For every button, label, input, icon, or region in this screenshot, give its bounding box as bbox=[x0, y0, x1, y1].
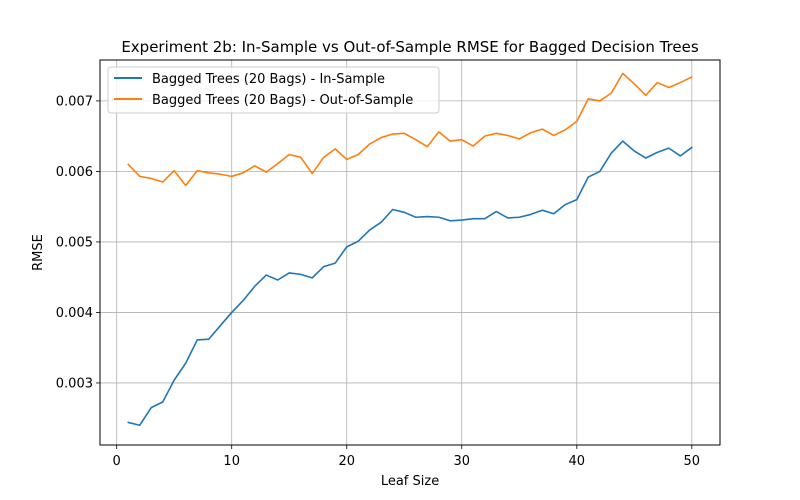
legend-label-in-sample: Bagged Trees (20 Bags) - In-Sample bbox=[152, 72, 385, 87]
y-tick-label: 0.004 bbox=[56, 306, 93, 321]
legend: Bagged Trees (20 Bags) - In-Sample Bagge… bbox=[107, 66, 440, 114]
y-tick-label: 0.005 bbox=[56, 235, 93, 250]
x-tick-label: 30 bbox=[453, 454, 470, 469]
legend-label-out-of-sample: Bagged Trees (20 Bags) - Out-of-Sample bbox=[152, 93, 413, 108]
legend-box bbox=[107, 66, 440, 114]
y-tick-label: 0.003 bbox=[56, 376, 93, 391]
series-lines bbox=[127, 72, 693, 427]
y-axis-title: RMSE bbox=[31, 234, 46, 271]
series-line-in-sample bbox=[127, 140, 693, 427]
x-tick-label: 0 bbox=[113, 454, 121, 469]
y-tick-label: 0.006 bbox=[56, 165, 93, 180]
x-tick-label: 50 bbox=[684, 454, 701, 469]
x-axis-title: Leaf Size bbox=[381, 474, 439, 489]
x-tick-label: 20 bbox=[338, 454, 355, 469]
plot-frame bbox=[99, 59, 721, 446]
y-tick-label: 0.007 bbox=[56, 94, 93, 109]
series-line-out-of-sample bbox=[127, 72, 693, 187]
axis-ticks: 0 10 20 30 40 50 0.003 0.004 0.005 0.006 0.007 bbox=[56, 94, 700, 469]
x-tick-label: 10 bbox=[223, 454, 240, 469]
x-tick-label: 40 bbox=[569, 454, 586, 469]
chart-title: Experiment 2b: In-Sample vs Out-of-Sampl… bbox=[121, 38, 699, 56]
